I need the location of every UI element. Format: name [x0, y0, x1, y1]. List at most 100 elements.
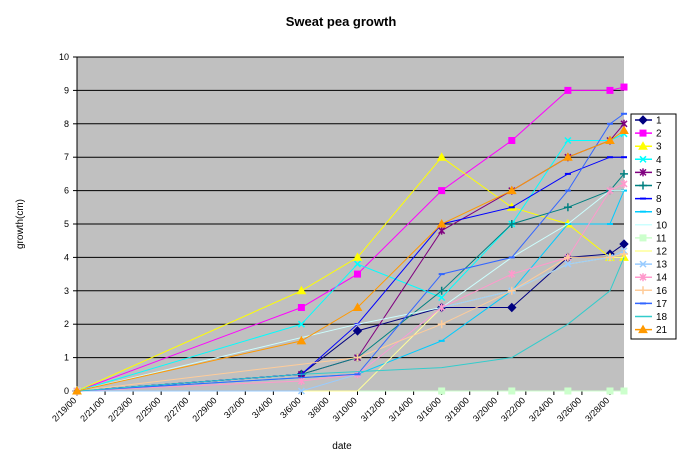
data-point: [605, 253, 614, 262]
legend-item-3: 3: [635, 141, 662, 153]
data-point: [296, 285, 307, 295]
y-tick-label: 2: [64, 319, 69, 329]
legend-marker: [639, 286, 647, 295]
legend-item-14: 14: [635, 273, 668, 284]
data-point: [352, 326, 363, 336]
legend-item-16: 16: [635, 286, 668, 297]
data-point: [620, 169, 628, 178]
legend-marker: [638, 141, 648, 150]
data-point: [606, 86, 614, 94]
legend-label: 1: [656, 116, 662, 127]
x-tick-label: 3/26/00: [555, 395, 583, 423]
legend-marker: [638, 115, 648, 125]
legend-marker: [639, 234, 647, 242]
series-18: [76, 257, 625, 392]
data-point: [353, 260, 362, 268]
x-tick-label: 3/14/00: [387, 395, 415, 423]
data-point: [297, 387, 305, 395]
legend-label: 9: [656, 207, 662, 218]
data-point: [438, 303, 446, 312]
data-point: [436, 218, 447, 228]
series-line: [76, 257, 625, 392]
data-point: [563, 152, 573, 161]
y-tick-label: 7: [64, 152, 69, 162]
data-point: [564, 260, 572, 268]
legend-marker: [639, 155, 647, 163]
data-point: [507, 302, 517, 313]
legend-item-4: 4: [635, 155, 662, 166]
data-point: [438, 387, 446, 395]
legend-item-11: 11: [635, 233, 667, 244]
x-tick-label: 3/22/00: [499, 395, 527, 423]
legend-marker: [639, 273, 647, 282]
y-tick-label: 3: [64, 286, 69, 296]
x-tick-label: 3/20/00: [471, 395, 499, 423]
legend-item-5: 5: [635, 168, 662, 179]
series-21: [72, 125, 629, 395]
legend-item-7: 7: [635, 181, 662, 192]
data-point: [606, 387, 614, 395]
legend-label: 3: [656, 142, 662, 153]
legend-label: 7: [656, 181, 662, 192]
legend-item-21: 21: [635, 324, 668, 336]
data-point: [438, 293, 446, 302]
series-group: [72, 83, 629, 396]
legend-label: 13: [656, 260, 668, 271]
legend-item-13: 13: [635, 260, 668, 271]
series-line: [76, 173, 625, 392]
legend-item-17: 17: [635, 299, 668, 310]
x-axis-label: date: [332, 441, 352, 452]
data-point: [564, 387, 572, 395]
data-point: [508, 137, 516, 144]
legend-label: 8: [656, 194, 662, 205]
legend-item-2: 2: [635, 129, 662, 140]
data-point: [297, 320, 305, 328]
legend-item-9: 9: [635, 207, 662, 218]
legend-label: 12: [656, 247, 668, 258]
data-point: [437, 320, 446, 329]
legend-label: 5: [656, 168, 662, 179]
legend-item-18: 18: [635, 312, 668, 323]
data-point: [620, 83, 628, 91]
legend-label: 4: [656, 155, 662, 166]
data-point: [620, 250, 628, 259]
data-point: [506, 185, 517, 195]
data-point: [620, 387, 628, 395]
series-4: [73, 130, 628, 395]
series-line: [76, 156, 624, 392]
legend-item-12: 12: [635, 247, 668, 258]
legend-box: [630, 113, 677, 340]
data-point: [563, 253, 572, 262]
legend-label: 17: [656, 299, 668, 310]
y-axis-label: growth(cm): [15, 199, 26, 249]
x-tick-label: 3/24/00: [527, 395, 555, 423]
x-tick-label: 3/4/00: [250, 395, 275, 420]
x-tick-label: 2/21/00: [78, 395, 106, 423]
data-point: [354, 270, 362, 278]
data-point: [564, 136, 572, 145]
y-tick-label: 0: [64, 386, 69, 396]
data-point: [508, 270, 516, 279]
data-point: [508, 387, 516, 395]
y-axis-ticks: 0 1 2 3 4 5 6 7 8 9 10: [59, 52, 77, 396]
data-point: [297, 376, 305, 385]
x-tick-label: 3/10/00: [331, 395, 359, 423]
legend-label: 18: [656, 312, 668, 323]
legend-marker: [639, 260, 647, 268]
x-tick-label: 2/23/00: [106, 395, 134, 423]
x-tick-label: 2/29/00: [190, 395, 218, 423]
legend-item-10: 10: [635, 220, 668, 231]
y-tick-label: 5: [64, 219, 69, 229]
legend-label: 10: [656, 220, 668, 231]
x-tick-label: 3/6/00: [278, 395, 303, 420]
legend-label: 11: [656, 233, 667, 244]
data-point: [563, 203, 572, 212]
data-point: [605, 135, 615, 144]
legend-label: 21: [656, 325, 668, 336]
legend-marker: [638, 324, 648, 334]
data-point: [619, 125, 629, 134]
x-tick-label: 3/28/00: [583, 395, 611, 423]
data-point: [352, 302, 363, 311]
